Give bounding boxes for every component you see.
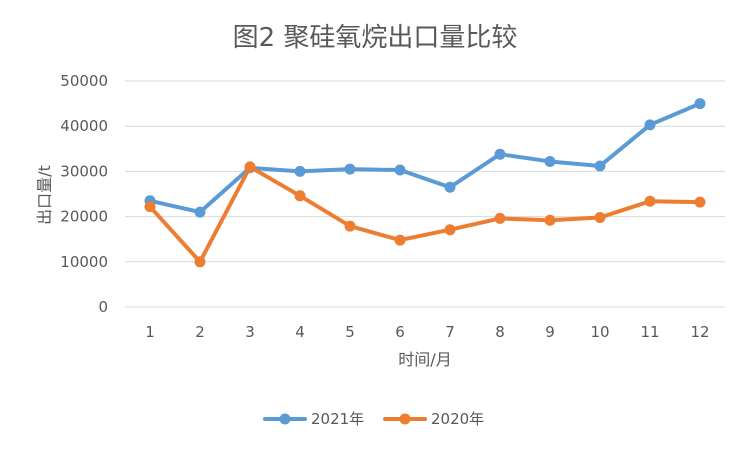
x-tick-label: 6: [395, 323, 405, 341]
data-point: [394, 164, 406, 176]
data-point: [544, 214, 556, 226]
data-point: [444, 224, 456, 236]
legend: 2021年 2020年: [263, 410, 484, 428]
y-axis-label: 出口量/t: [35, 165, 54, 225]
x-tick-label: 1: [145, 323, 155, 341]
data-point: [344, 220, 356, 232]
data-point: [494, 148, 506, 160]
data-point: [194, 206, 206, 218]
data-point: [594, 160, 606, 172]
data-point: [644, 195, 656, 207]
x-axis-ticks: 1 2 3 4 5 6 7 8 9 10 11 12: [145, 323, 709, 341]
x-tick-label: 5: [345, 323, 355, 341]
y-tick-label: 10000: [60, 253, 108, 271]
series-layer: [144, 98, 706, 268]
x-tick-label: 9: [545, 323, 555, 341]
series-line: [148, 164, 702, 264]
legend-item: 2020年: [383, 410, 484, 428]
data-point: [194, 256, 206, 268]
data-point: [494, 212, 506, 224]
data-point: [694, 98, 706, 110]
data-point: [594, 212, 606, 224]
y-tick-label: 40000: [60, 117, 108, 135]
chart-title: 图2 聚硅氧烷出口量比较: [233, 23, 518, 53]
legend-marker: [399, 413, 411, 425]
y-axis-ticks: 0 10000 20000 30000 40000 50000: [60, 72, 108, 316]
x-tick-label: 8: [495, 323, 505, 341]
x-tick-label: 4: [295, 323, 305, 341]
x-tick-label: 12: [690, 323, 709, 341]
legend-label: 2021年: [311, 410, 364, 428]
y-tick-label: 20000: [60, 208, 108, 226]
y-tick-label: 0: [98, 298, 108, 316]
data-point: [444, 181, 456, 193]
y-tick-label: 50000: [60, 72, 108, 90]
data-point: [294, 190, 306, 202]
y-tick-label: 30000: [60, 162, 108, 180]
series-line: [148, 101, 702, 215]
data-point: [144, 201, 156, 213]
x-tick-label: 2: [195, 323, 205, 341]
x-tick-label: 11: [640, 323, 659, 341]
legend-label: 2020年: [431, 410, 484, 428]
data-point: [244, 161, 256, 173]
gridlines: [125, 80, 725, 308]
x-tick-label: 3: [245, 323, 255, 341]
legend-item: 2021年: [263, 410, 364, 428]
legend-marker: [279, 413, 291, 425]
data-point: [344, 163, 356, 175]
data-point: [394, 234, 406, 246]
data-point: [544, 155, 556, 167]
series-0: [144, 98, 706, 218]
series-1: [144, 161, 706, 268]
x-tick-label: 7: [445, 323, 455, 341]
data-point: [644, 119, 656, 131]
x-tick-label: 10: [590, 323, 609, 341]
x-axis-label: 时间/月: [398, 350, 451, 369]
data-point: [294, 165, 306, 177]
data-point: [694, 196, 706, 208]
